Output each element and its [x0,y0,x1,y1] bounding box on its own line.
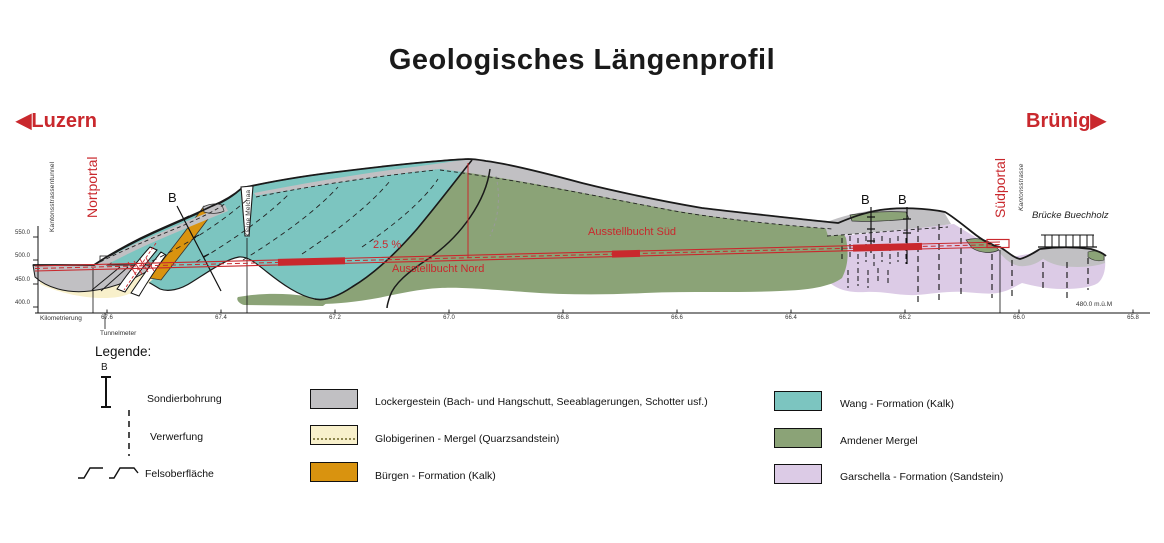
ausstellbucht-nord-label: Ausstellbucht Nord [392,263,485,275]
felsoberflaeche-icon [78,467,139,479]
swatch-garschella [774,464,822,484]
right-arrow-icon: ▶ [1090,110,1106,132]
kantonsstrassentunnel-label: Kantonsstrassentunnel [49,161,56,232]
swatch-amdener [774,428,822,448]
legend-label-buergen: Bürgen - Formation (Kalk) [375,470,496,482]
kleine-melchaa-label: Kleine Melchaa [245,189,252,237]
swatch-buergen [310,462,358,482]
sondierbohrung-icon [101,376,111,408]
legend-label-amdener: Amdener Mergel [840,435,918,447]
swatch-lockergestein [310,389,358,409]
legend-label-sondierbohrung: Sondierbohrung [147,393,222,405]
kilometrierung-label: Kilometrierung [40,315,82,322]
legend-label-garschella: Garschella - Formation (Sandstein) [840,471,1004,483]
left-arrow-icon: ◀ [16,110,32,132]
legend-label-wang: Wang - Formation (Kalk) [840,398,954,410]
borehole-b-label-right-1: B [861,192,870,207]
borehole-b-label-left: B [168,190,177,205]
kantonsstrasse-label: Kantonsstrasse [1018,163,1025,211]
direction-bruenig: Brünig▶ [1026,108,1106,133]
legend-label-felsoberflaeche: Felsoberfläche [145,468,214,480]
bruecke-buechholz-label: Brücke Buechholz [1032,210,1109,221]
legend-sondierbohrung-letter: B [101,362,108,373]
legend-label-globigerinen: Globigerinen - Mergel (Quarzsandstein) [375,433,560,445]
verwerfung-icon [128,410,130,456]
swatch-globigerinen [310,425,358,445]
suedportal-label: Südportal [992,158,1008,218]
tunnelmeter-label: Tunnelmeter [100,330,137,337]
direction-luzern: ◀Luzern [16,108,97,133]
swatch-wang [774,391,822,411]
legend-title: Legende: [95,344,152,359]
nortportal-label: Nortportal [84,156,100,218]
legend-label-lockergestein: Lockergestein (Bach- und Hangschutt, See… [375,396,708,408]
legend-label-verwerfung: Verwerfung [150,431,204,443]
dotted-band-icon [313,438,355,440]
page-title: Geologisches Längenprofil [388,44,776,76]
gradient-label: 2.5 % [373,239,402,251]
direction-luzern-label: Luzern [31,110,97,132]
direction-bruenig-label: Brünig [1026,110,1091,132]
ausstellbucht-sued-label: Ausstellbucht Süd [588,226,677,238]
borehole-b-label-right-2: B [898,192,907,207]
right-end-elevation-label: 480.0 m.ü.M [1076,301,1113,308]
